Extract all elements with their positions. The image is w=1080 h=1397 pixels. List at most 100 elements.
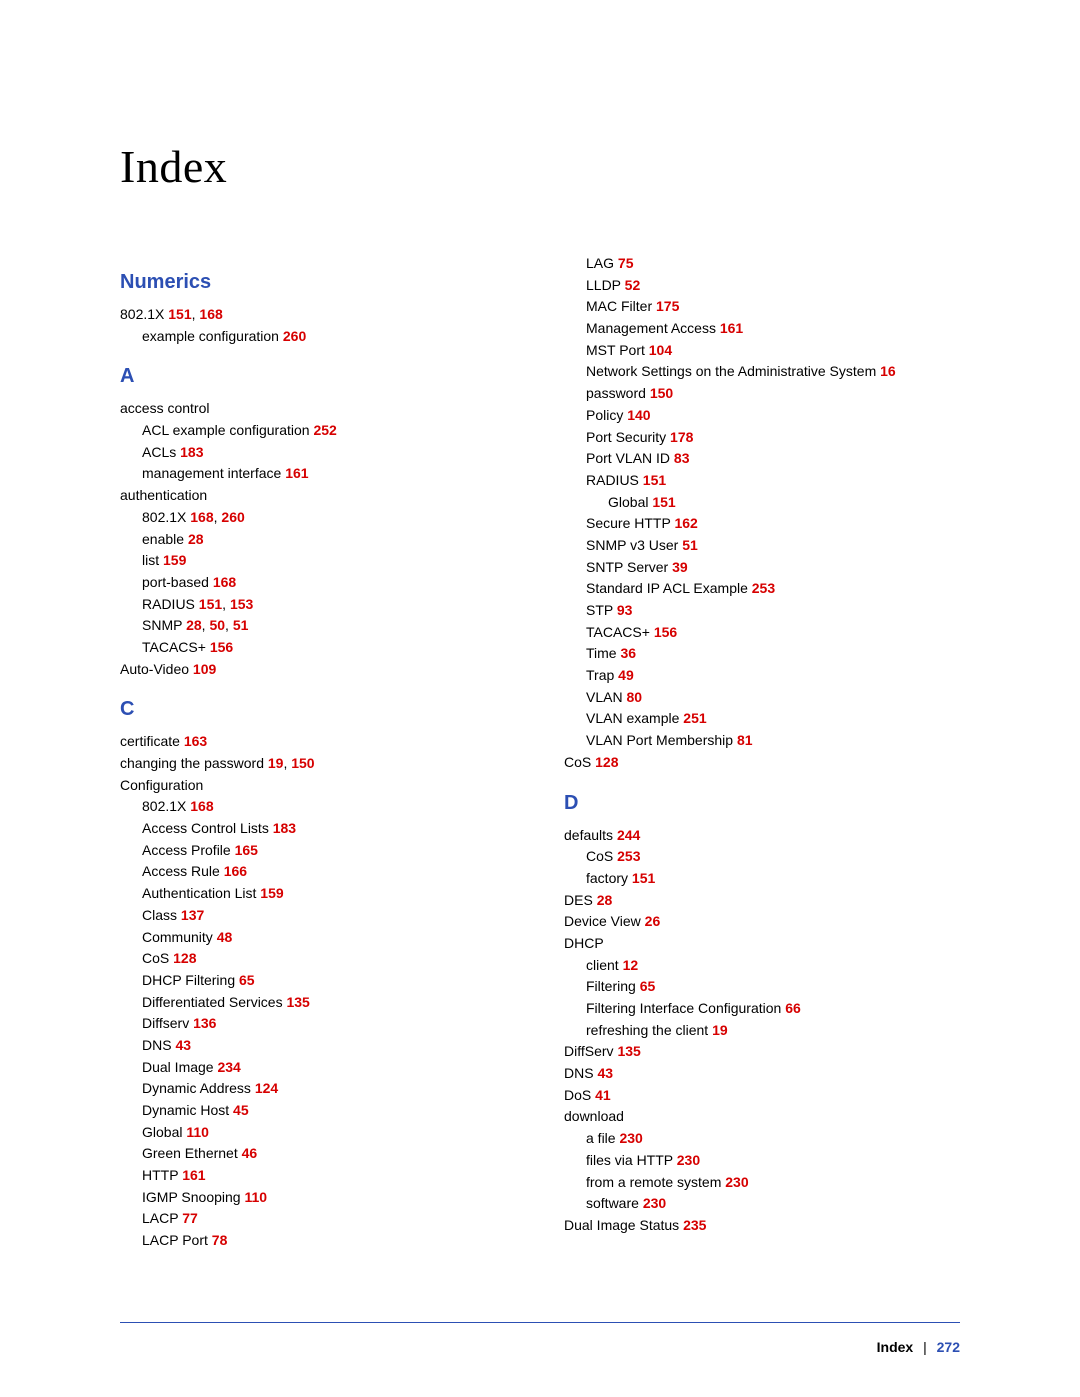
page-ref[interactable]: 161 [182,1167,205,1183]
page-ref[interactable]: 260 [221,509,244,525]
page-ref[interactable]: 83 [674,450,690,466]
index-entry: Secure HTTP 162 [564,513,960,535]
page-ref[interactable]: 159 [163,552,186,568]
page-ref[interactable]: 80 [626,689,642,705]
page-ref[interactable]: 48 [217,929,233,945]
index-entry: Filtering 65 [564,976,960,998]
index-entry: SNMP v3 User 51 [564,535,960,557]
page-ref[interactable]: 81 [737,732,753,748]
page-ref[interactable]: 161 [720,320,743,336]
page-ref[interactable]: 124 [255,1080,278,1096]
page-ref[interactable]: 162 [674,515,697,531]
entry-term: Access Rule [142,863,224,879]
page-ref[interactable]: 41 [595,1087,611,1103]
page-ref[interactable]: 151 [168,306,191,322]
page-ref[interactable]: 28 [597,892,613,908]
page-ref[interactable]: 168 [190,798,213,814]
page-ref[interactable]: 75 [618,255,634,271]
page-ref[interactable]: 110 [186,1124,209,1140]
index-entry: LACP Port 78 [120,1230,516,1252]
page-ref[interactable]: 19 [712,1022,728,1038]
page-ref[interactable]: 19 [268,755,284,771]
page-ref[interactable]: 65 [640,978,656,994]
page-ref[interactable]: 175 [656,298,679,314]
page-ref[interactable]: 28 [188,531,204,547]
entry-term: SNMP [142,617,186,633]
page-ref[interactable]: 178 [670,429,693,445]
page-ref[interactable]: 150 [650,385,673,401]
page-ref[interactable]: 136 [193,1015,216,1031]
page-ref[interactable]: 251 [683,710,706,726]
page-ref[interactable]: 110 [244,1189,267,1205]
page-ref[interactable]: 128 [173,950,196,966]
page-ref[interactable]: 137 [181,907,204,923]
page-ref[interactable]: 66 [785,1000,801,1016]
page-ref[interactable]: 235 [683,1217,706,1233]
page-ref[interactable]: 150 [291,755,314,771]
page-ref[interactable]: 26 [645,913,661,929]
page-ref[interactable]: 65 [239,972,255,988]
page-ref[interactable]: 156 [210,639,233,655]
page-ref[interactable]: 51 [682,537,698,553]
page-ref[interactable]: 168 [190,509,213,525]
page-ref[interactable]: 168 [213,574,236,590]
page-ref[interactable]: 230 [677,1152,700,1168]
page-ref[interactable]: 151 [643,472,666,488]
page-ref[interactable]: 135 [617,1043,640,1059]
page-ref[interactable]: 51 [233,617,249,633]
page-ref[interactable]: 230 [643,1195,666,1211]
page-ref[interactable]: 36 [620,645,636,661]
page-ref[interactable]: 253 [617,848,640,864]
page-ref[interactable]: 104 [649,342,672,358]
page-ref[interactable]: 39 [672,559,688,575]
page-ref[interactable]: 12 [623,957,639,973]
entry-term: LACP [142,1210,182,1226]
page-ref[interactable]: 43 [597,1065,613,1081]
page-ref[interactable]: 52 [625,277,641,293]
page-ref[interactable]: 49 [618,667,634,683]
page-ref[interactable]: 46 [242,1145,258,1161]
page-ref[interactable]: 93 [617,602,633,618]
page-ref[interactable]: 159 [260,885,283,901]
page-ref[interactable]: 135 [286,994,309,1010]
index-entry: DNS 43 [564,1063,960,1085]
page-ref[interactable]: 109 [193,661,216,677]
index-entry: DNS 43 [120,1035,516,1057]
page-ref[interactable]: 153 [230,596,253,612]
page-ref[interactable]: 151 [652,494,675,510]
page-ref[interactable]: 151 [199,596,222,612]
index-entry: Community 48 [120,927,516,949]
page-ref[interactable]: 230 [619,1130,642,1146]
page-ref[interactable]: 163 [184,733,207,749]
page-ref[interactable]: 166 [224,863,247,879]
page-ref[interactable]: 50 [209,617,225,633]
entry-term: STP [586,602,617,618]
ref-separator: , [222,596,230,612]
page-ref[interactable]: 45 [233,1102,249,1118]
page-ref[interactable]: 43 [175,1037,191,1053]
page-ref[interactable]: 156 [654,624,677,640]
page-ref[interactable]: 28 [186,617,202,633]
page-ref[interactable]: 151 [632,870,655,886]
page-ref[interactable]: 244 [617,827,640,843]
page-ref[interactable]: 128 [595,754,618,770]
index-entry: Configuration [120,775,516,797]
page-ref[interactable]: 165 [235,842,258,858]
entry-term: list [142,552,163,568]
index-entry: Standard IP ACL Example 253 [564,578,960,600]
page-ref[interactable]: 234 [217,1059,240,1075]
page-ref[interactable]: 78 [212,1232,228,1248]
index-entry: SNMP 28, 50, 51 [120,615,516,637]
page-ref[interactable]: 140 [627,407,650,423]
page-ref[interactable]: 16 [880,363,896,379]
page-ref[interactable]: 230 [725,1174,748,1190]
page-ref[interactable]: 77 [182,1210,198,1226]
page-ref[interactable]: 252 [313,422,336,438]
page-ref[interactable]: 260 [283,328,306,344]
entry-term: DHCP [564,935,604,951]
page-ref[interactable]: 183 [180,444,203,460]
page-ref[interactable]: 183 [273,820,296,836]
page-ref[interactable]: 253 [752,580,775,596]
page-ref[interactable]: 168 [199,306,222,322]
page-ref[interactable]: 161 [285,465,308,481]
